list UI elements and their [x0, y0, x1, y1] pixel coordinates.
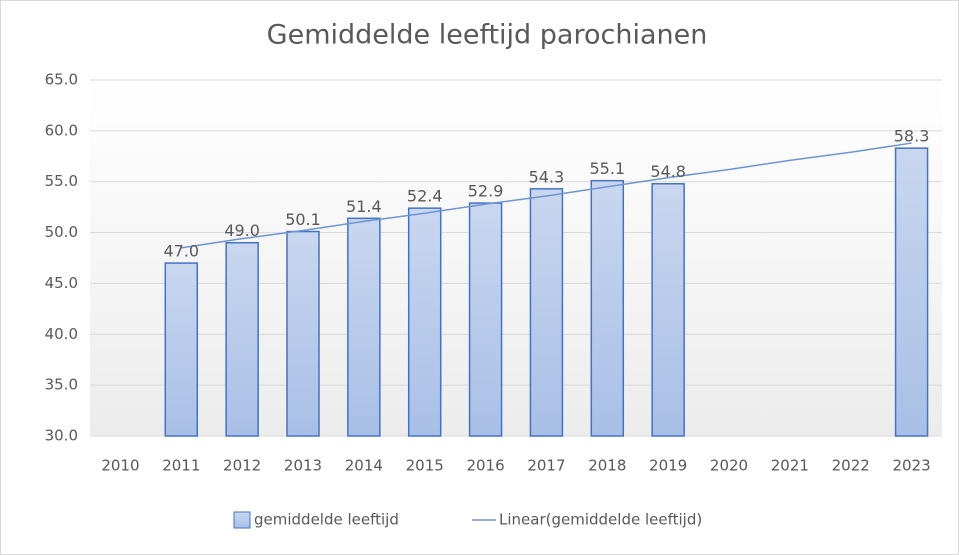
- bar: [225, 241, 259, 437]
- y-tick-label: 30.0: [45, 427, 78, 445]
- x-tick-label: 2013: [284, 457, 322, 475]
- y-tick-label: 55.0: [45, 172, 78, 190]
- data-label: 54.8: [650, 162, 686, 181]
- bar: [164, 262, 199, 437]
- x-tick-label: 2012: [223, 457, 261, 475]
- data-label: 51.4: [346, 197, 382, 216]
- x-tick-label: 2023: [892, 457, 930, 475]
- x-tick-label: 2017: [527, 457, 565, 475]
- y-tick-label: 45.0: [45, 274, 78, 292]
- bar: [894, 147, 929, 437]
- plot-area: [90, 80, 942, 436]
- data-label: 52.4: [407, 187, 443, 206]
- y-tick-label: 50.0: [45, 223, 78, 241]
- bar: [651, 182, 685, 437]
- trend-line: [181, 142, 912, 249]
- x-tick-label: 2014: [345, 457, 383, 475]
- bar: [590, 179, 625, 437]
- chart-title: Gemiddelde leeftijd parochianen: [267, 20, 708, 51]
- x-tick-label: 2010: [101, 457, 139, 475]
- x-tick-label: 2021: [771, 457, 809, 475]
- data-label: 47.0: [163, 242, 199, 261]
- data-label: 49.0: [224, 221, 260, 240]
- bar: [468, 202, 503, 437]
- y-tick-label: 60.0: [45, 121, 78, 139]
- x-tick-label: 2019: [649, 457, 687, 475]
- legend-swatch: [233, 511, 251, 529]
- x-tick-label: 2022: [832, 457, 870, 475]
- data-label: 52.9: [468, 182, 504, 201]
- data-label: 54.3: [529, 167, 565, 186]
- data-label: 58.3: [894, 127, 930, 146]
- x-tick-label: 2011: [162, 457, 200, 475]
- legend-label: Linear(gemiddelde leeftijd): [499, 511, 702, 529]
- legend-label: gemiddelde leeftijd: [254, 511, 399, 529]
- bar: [347, 217, 381, 437]
- data-label: 50.1: [285, 210, 321, 229]
- y-tick-label: 40.0: [45, 325, 78, 343]
- y-tick-label: 35.0: [45, 376, 78, 394]
- x-tick-label: 2020: [710, 457, 748, 475]
- bar: [529, 188, 564, 437]
- data-label: 55.1: [589, 159, 625, 178]
- y-tick-label: 65.0: [45, 71, 78, 89]
- x-tick-label: 2015: [406, 457, 444, 475]
- x-tick-label: 2016: [466, 457, 504, 475]
- x-tick-label: 2018: [588, 457, 626, 475]
- bar: [407, 207, 442, 437]
- bar: [286, 230, 320, 437]
